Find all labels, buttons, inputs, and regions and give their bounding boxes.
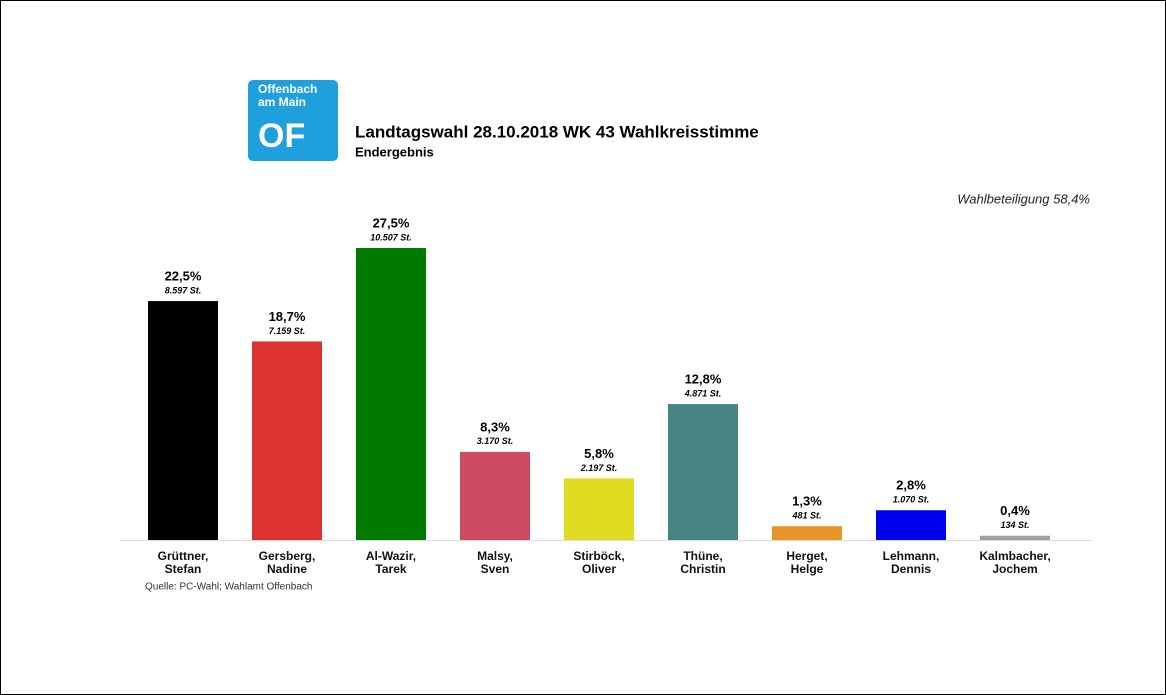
vote-label: 8.597 St.: [165, 285, 202, 295]
value-label: 2,8%: [896, 478, 926, 493]
logo-text: am Main: [258, 95, 306, 109]
x-tick-label: Malsy, Sven: [477, 549, 513, 576]
vote-label: 134 St.: [1000, 520, 1029, 530]
vote-label: 10.507 St.: [370, 232, 412, 242]
x-tick-label: Grüttner, Stefan: [157, 549, 209, 576]
vote-label: 481 St.: [791, 511, 821, 521]
x-tick-label: Herget, Helge: [786, 549, 828, 576]
chart-subtitle: Endergebnis: [355, 144, 434, 159]
logo-text: Offenbach: [258, 82, 317, 96]
source: Quelle: PC-Wahl; Wahlamt Offenbach: [145, 582, 312, 593]
value-label: 5,8%: [584, 446, 614, 461]
bar: [252, 341, 322, 540]
value-label: 27,5%: [373, 215, 410, 230]
x-tick-label: Lehmann, Dennis: [882, 549, 940, 576]
bar: [772, 526, 842, 540]
x-tick-label: Kalmbacher, Jochem: [979, 549, 1051, 576]
value-label: 8,3%: [480, 419, 510, 434]
logo-short: OF: [258, 117, 305, 155]
bar: [148, 301, 218, 540]
value-label: 18,7%: [269, 309, 306, 324]
bar: [876, 510, 946, 540]
bar: [564, 478, 634, 540]
bar: [356, 248, 426, 540]
logo-box: [248, 80, 338, 161]
value-label: 0,4%: [1000, 503, 1030, 518]
chart-title: Landtagswahl 28.10.2018 WK 43 Wahlkreiss…: [355, 122, 759, 141]
value-label: 22,5%: [165, 269, 202, 284]
x-tick-label: Gersberg, Nadine: [258, 549, 316, 576]
bar: [460, 451, 530, 540]
value-label: 12,8%: [685, 372, 722, 387]
bar: [668, 404, 738, 540]
bar: [980, 535, 1050, 540]
x-tick-label: Thüne, Christin: [680, 549, 726, 576]
vote-label: 4.871 St.: [684, 388, 722, 398]
vote-label: 7.159 St.: [269, 326, 306, 336]
vote-label: 3.170 St.: [477, 436, 514, 446]
annotation: Wahlbeteiligung 58,4%: [957, 191, 1090, 206]
x-tick-label: Al-Wazir, Tarek: [365, 549, 417, 576]
vote-label: 1.070 St.: [893, 495, 930, 505]
value-label: 1,3%: [792, 494, 822, 509]
vote-label: 2.197 St.: [580, 463, 618, 473]
x-tick-label: Stirböck, Oliver: [573, 549, 625, 576]
